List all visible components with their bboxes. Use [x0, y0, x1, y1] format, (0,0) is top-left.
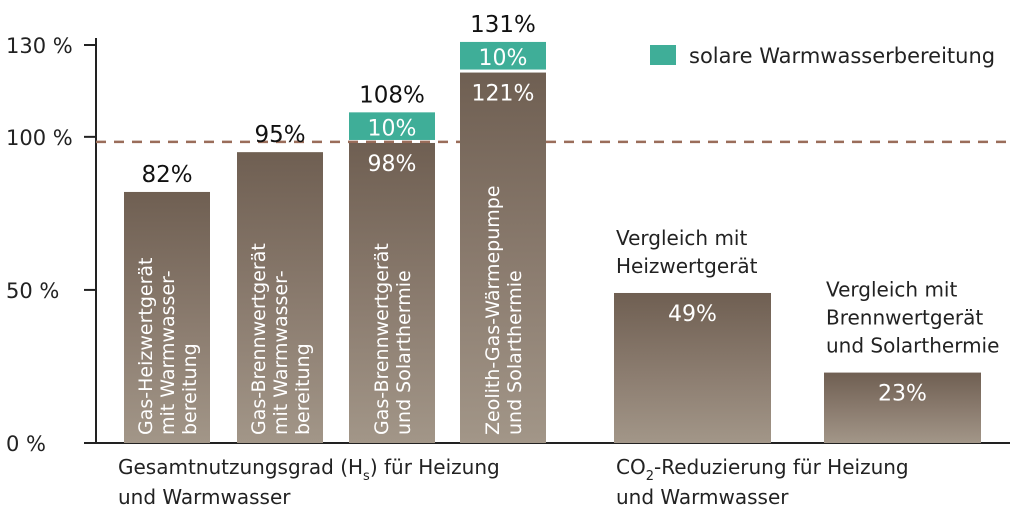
bar-base-value-label: 121%	[472, 82, 535, 107]
bar-category-text: Gas-Brennwertgerät	[371, 243, 393, 435]
y-tick-label: 100 %	[6, 126, 73, 150]
bar-caption: Vergleich mit	[616, 226, 747, 250]
bar-category-text: Gas-Brennwertgerät	[248, 243, 270, 435]
bar-base	[124, 191, 210, 443]
bar-caption: und Solarthermie	[826, 334, 999, 358]
legend-swatch-solar	[650, 45, 676, 65]
bar-base	[237, 152, 323, 443]
bar-caption: Heizwertgerät	[616, 254, 758, 278]
bars	[124, 41, 981, 444]
bar-total-label: 108%	[359, 82, 425, 108]
bar-category-text: Zeolith-Gas-Wärmepumpe	[482, 185, 504, 435]
bar-base	[614, 292, 771, 443]
bar-base	[824, 372, 981, 443]
legend: solare Warmwasserbereitung	[650, 44, 995, 68]
bar-category-text: Gas-Heizwertgerät	[135, 258, 157, 436]
legend-label-solar: solare Warmwasserbereitung	[689, 44, 995, 68]
bar-caption: Vergleich mit	[826, 278, 957, 302]
bar-category-text: bereitung	[179, 343, 201, 435]
y-tick-label: 50 %	[6, 279, 59, 303]
y-tick-label: 130 %	[6, 34, 73, 58]
group-label: CO2-Reduzierung für Heizung	[616, 455, 909, 484]
bar-total-label: 131%	[470, 12, 536, 38]
bar-caption: Brennwertgerät	[826, 306, 983, 330]
group-label: Gesamtnutzungsgrad (Hs) für Heizung	[118, 455, 500, 484]
bar-base-value-label: 49%	[668, 302, 717, 327]
solar-value-label: 10%	[368, 117, 417, 142]
bar-category-text: und Solarthermie	[504, 270, 526, 435]
bar-base	[349, 142, 435, 443]
bar-category-text: und Solarthermie	[393, 270, 415, 435]
bar-category-text: mit Warmwasser-	[157, 270, 179, 435]
bar-base	[460, 72, 546, 444]
bar-category-text: bereitung	[292, 343, 314, 435]
bar-total-label: 95%	[254, 122, 305, 148]
bar-total-label: 82%	[141, 162, 192, 188]
bar-solar-segment	[349, 112, 435, 140]
group-label-line2: und Warmwasser	[616, 485, 789, 509]
bar-solar-segment	[460, 41, 546, 70]
bar-category-text: mit Warmwasser-	[270, 270, 292, 435]
bar-base-value-label: 98%	[368, 152, 417, 177]
labels: 82%Gas-Heizwertgerät mit Warmwasser-berei…	[118, 12, 999, 509]
solar-value-label: 10%	[479, 46, 528, 71]
y-tick-label: 0 %	[6, 432, 46, 456]
group-label-line2: und Warmwasser	[118, 485, 291, 509]
bar-base-value-label: 23%	[878, 382, 927, 407]
